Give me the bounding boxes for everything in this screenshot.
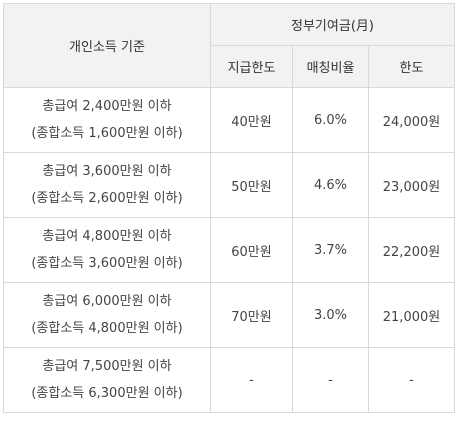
header-limit: 지급한도 [210, 45, 293, 88]
criteria-line1: 총급여 4,800만원 이하 [42, 229, 172, 244]
criteria-line2: (종합소득 4,800만원 이하) [31, 321, 183, 336]
limit-cell: 60만원 [210, 217, 293, 283]
criteria-line2: (종합소득 2,600만원 이하) [31, 191, 183, 206]
header-group: 정부기여금(月) [210, 3, 455, 46]
ratio-cell: 6.0% [292, 87, 369, 153]
header-cap: 한도 [368, 45, 455, 88]
header-criteria: 개인소득 기준 [3, 3, 211, 88]
cap-cell: - [368, 347, 455, 413]
cap-cell: 23,000원 [368, 152, 455, 218]
criteria-line1: 총급여 6,000만원 이하 [42, 294, 172, 309]
criteria-line2: (종합소득 3,600만원 이하) [31, 256, 183, 271]
contribution-table: 개인소득 기준 정부기여금(月) 지급한도 매칭비율 한도 총급여 2,400만… [3, 3, 455, 413]
criteria-line1: 총급여 7,500만원 이하 [42, 359, 172, 374]
ratio-cell: - [292, 347, 369, 413]
limit-cell: 50만원 [210, 152, 293, 218]
header-ratio: 매칭비율 [292, 45, 369, 88]
table-row: 총급여 2,400만원 이하 (종합소득 1,600만원 이하) 40만원 6.… [3, 87, 455, 153]
ratio-cell: 3.0% [292, 282, 369, 348]
ratio-cell: 3.7% [292, 217, 369, 283]
criteria-cell: 총급여 3,600만원 이하 (종합소득 2,600만원 이하) [3, 152, 211, 218]
cap-cell: 21,000원 [368, 282, 455, 348]
criteria-line2: (종합소득 1,600만원 이하) [31, 126, 183, 141]
table-row: 총급여 7,500만원 이하 (종합소득 6,300만원 이하) - - - [3, 347, 455, 413]
contribution-table-container: 개인소득 기준 정부기여금(月) 지급한도 매칭비율 한도 총급여 2,400만… [3, 3, 455, 413]
criteria-cell: 총급여 7,500만원 이하 (종합소득 6,300만원 이하) [3, 347, 211, 413]
criteria-cell: 총급여 2,400만원 이하 (종합소득 1,600만원 이하) [3, 87, 211, 153]
criteria-line2: (종합소득 6,300만원 이하) [31, 386, 183, 401]
criteria-cell: 총급여 4,800만원 이하 (종합소득 3,600만원 이하) [3, 217, 211, 283]
criteria-line1: 총급여 2,400만원 이하 [42, 99, 172, 114]
ratio-cell: 4.6% [292, 152, 369, 218]
criteria-cell: 총급여 6,000만원 이하 (종합소득 4,800만원 이하) [3, 282, 211, 348]
limit-cell: 40만원 [210, 87, 293, 153]
limit-cell: 70만원 [210, 282, 293, 348]
table-row: 총급여 6,000만원 이하 (종합소득 4,800만원 이하) 70만원 3.… [3, 282, 455, 348]
cap-cell: 22,200원 [368, 217, 455, 283]
table-row: 총급여 4,800만원 이하 (종합소득 3,600만원 이하) 60만원 3.… [3, 217, 455, 283]
limit-cell: - [210, 347, 293, 413]
table-row: 총급여 3,600만원 이하 (종합소득 2,600만원 이하) 50만원 4.… [3, 152, 455, 218]
criteria-line1: 총급여 3,600만원 이하 [42, 164, 172, 179]
cap-cell: 24,000원 [368, 87, 455, 153]
